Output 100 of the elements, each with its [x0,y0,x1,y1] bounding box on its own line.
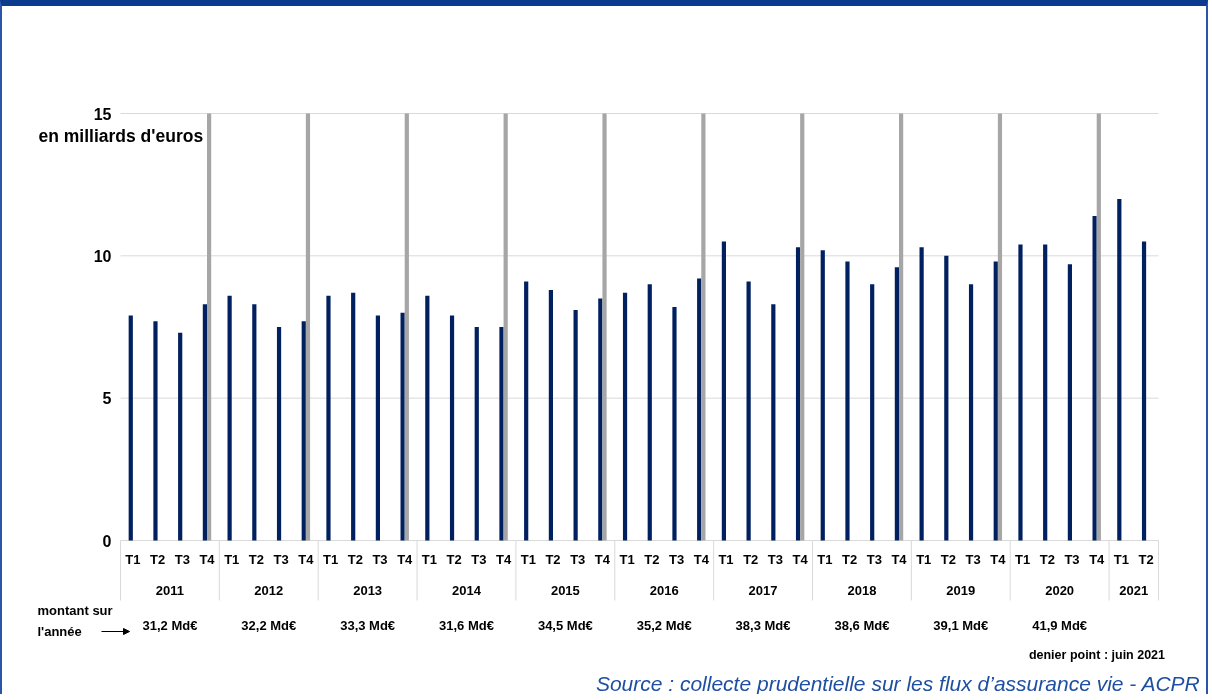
bar [474,327,479,541]
x-tick-label: T3 [273,552,289,567]
x-tick-label: T2 [940,552,957,567]
x-tick-label: T1 [916,552,932,567]
x-tick-label: T2 [149,552,166,567]
x-tick-label: T1 [1014,552,1031,567]
x-tick-label: T2 [743,552,759,567]
text: 2021 [1119,583,1149,598]
x-tick-label: T3 [471,552,487,567]
bar [425,295,430,541]
bar [672,307,677,541]
bar [301,321,306,541]
bar [899,113,904,541]
bar [524,281,529,541]
bar [178,332,183,541]
x-tick-label: T1 [322,552,339,567]
x-tick-label: T4 [298,552,315,567]
y-tick-label: 10 [93,247,112,265]
bar [252,304,257,541]
bar [1043,244,1048,541]
bar [697,278,702,541]
bar [721,241,726,541]
text: 2016 [649,583,679,598]
x-tick-label: T2 [1039,552,1055,567]
bar [701,113,706,541]
bar [375,315,380,541]
bar [128,315,133,541]
bar [400,312,405,541]
bar [326,295,331,541]
bar [404,113,409,541]
bar [153,321,158,541]
text: 41,9 Md€ [1032,618,1088,633]
text: 38,3 Md€ [735,618,791,633]
bar [968,284,974,541]
bar [795,247,801,541]
x-tick-label: T3 [570,552,586,567]
y-tick-label: 5 [102,390,112,408]
x-tick-label: T2 [446,552,462,567]
text: 33,3 Md€ [340,618,396,633]
text: 38,6 Md€ [834,618,890,633]
bar [1096,113,1101,541]
text: 31,6 Md€ [439,618,494,633]
x-tick-label: T2 [841,552,858,567]
text: 2018 [847,583,877,598]
text: 2015 [550,583,580,598]
bar [548,289,553,541]
x-tick-label: T3 [668,552,685,567]
bar [602,113,607,541]
bar [351,292,356,541]
text: 2019 [946,583,976,598]
bar [820,250,825,541]
bar [449,315,455,541]
text: 35,2 Md€ [636,618,692,633]
bar [800,113,805,541]
x-tick-label: T4 [990,552,1007,567]
bar [997,113,1003,541]
x-tick-label: T4 [397,552,414,567]
x-tick-label: T1 [817,552,833,567]
y-axis-title: en milliards d'euros [38,125,204,146]
x-tick-label: T2 [1138,552,1154,567]
x-tick-label: T4 [495,552,512,567]
x-tick-label: T1 [421,552,438,567]
bar [227,295,232,541]
x-tick-label: T3 [866,552,882,567]
bar [1092,215,1097,541]
bar [207,113,212,541]
x-tick-label: T3 [174,552,190,567]
bar [647,284,652,541]
bar [1018,244,1023,541]
bar [870,284,875,541]
bar [598,298,603,541]
bar [202,304,207,541]
x-tick-label: T4 [891,552,908,567]
text: 2014 [452,583,482,598]
x-tick-label: T2 [644,552,660,567]
x-tick-label: T1 [125,552,141,567]
x-tick-label: T4 [693,552,710,567]
x-tick-label: T1 [619,552,635,567]
bar [305,113,311,541]
x-tick-label: T2 [248,552,265,567]
text: montant sur l'année [37,602,113,639]
text: 32,2 Md€ [241,618,297,633]
text: 2017 [748,583,778,598]
text: 2020 [1045,583,1075,598]
x-tick-label: T4 [792,552,809,567]
text: 2012 [254,583,284,598]
x-tick-label: T2 [347,552,363,567]
x-tick-label: T3 [767,552,784,567]
x-tick-label: T3 [965,552,981,567]
bar [503,113,508,541]
text: 2013 [353,583,383,598]
x-tick-label: T4 [199,552,216,567]
bar [1141,241,1147,541]
x-tick-label: T1 [520,552,536,567]
text: 39,1 Md€ [933,618,989,633]
bar [894,267,899,541]
bar [1067,264,1072,541]
x-tick-label: T1 [224,552,240,567]
x-tick-label: T4 [1089,552,1106,567]
text: 2011 [155,583,185,598]
